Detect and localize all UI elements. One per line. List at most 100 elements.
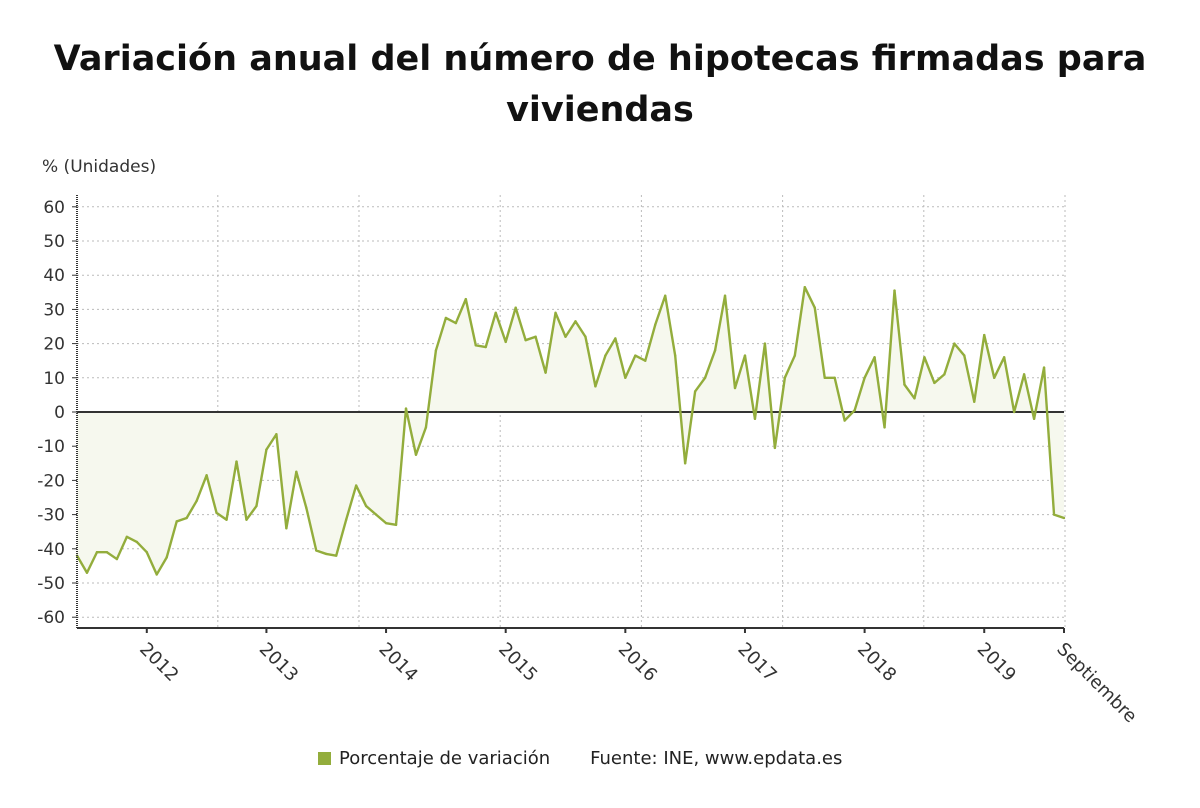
data-point: [953, 342, 956, 345]
legend-swatch: [318, 752, 331, 765]
data-point: [354, 484, 358, 487]
x-tick-label: 2016: [614, 639, 661, 686]
y-tick-label: 60: [43, 198, 65, 218]
y-tick-label: -60: [37, 608, 65, 628]
y-tick-label: -20: [37, 471, 65, 491]
data-point: [424, 426, 428, 429]
data-point: [654, 323, 657, 326]
data-point: [863, 376, 866, 379]
data-point: [325, 552, 328, 556]
x-tick-label: 2019: [973, 639, 1020, 686]
y-tick-label: 40: [43, 266, 65, 286]
data-point: [414, 453, 418, 456]
data-point: [175, 520, 178, 523]
data-point: [843, 419, 846, 422]
data-point: [793, 354, 797, 357]
data-point: [803, 285, 806, 289]
data-point: [604, 354, 607, 357]
data-point: [893, 289, 896, 292]
data-point: [943, 373, 946, 376]
data-point: [285, 527, 288, 530]
y-tick-label: 10: [43, 369, 65, 389]
data-point: [494, 311, 497, 315]
data-point: [364, 504, 368, 508]
data-point: [584, 335, 587, 338]
data-point: [594, 385, 597, 388]
data-point: [434, 349, 438, 352]
data-point: [823, 376, 826, 379]
data-point: [753, 417, 757, 421]
data-point: [1012, 410, 1016, 414]
data-point: [644, 359, 647, 362]
x-tick-label: 2015: [494, 639, 541, 686]
data-point: [205, 474, 208, 477]
data-point: [673, 354, 677, 357]
data-point: [255, 504, 258, 508]
data-point: [993, 376, 996, 379]
data-point: [664, 294, 667, 297]
data-point: [534, 335, 537, 338]
data-point: [165, 556, 168, 559]
data-point: [554, 311, 557, 315]
data-point: [524, 338, 527, 342]
data-point: [135, 540, 139, 544]
chart-title: Variación anual del número de hipotecas …: [53, 39, 1147, 130]
data-point: [95, 551, 99, 554]
x-tick-label: 2018: [853, 639, 900, 686]
legend-label: Porcentaje de variación: [339, 748, 551, 769]
data-point: [983, 333, 986, 337]
data-point: [394, 523, 398, 527]
y-tick-label: 50: [43, 232, 65, 252]
data-point: [245, 518, 248, 521]
data-point: [773, 446, 777, 450]
y-tick-label: -10: [37, 437, 65, 457]
data-point: [544, 371, 547, 374]
data-point: [474, 344, 477, 347]
data-point: [1052, 513, 1056, 516]
data-point: [275, 433, 278, 436]
data-point: [265, 448, 268, 451]
y-axis-label: % (Unidades): [42, 157, 157, 177]
data-point: [125, 535, 129, 539]
data-point: [105, 551, 109, 554]
data-point: [374, 513, 378, 516]
x-tick-label: 2014: [375, 639, 422, 686]
y-tick-label: -30: [37, 506, 65, 526]
data-point: [295, 470, 298, 474]
data-point: [723, 294, 727, 297]
data-point: [195, 499, 198, 503]
data-point: [384, 521, 388, 525]
series-area: [77, 287, 1064, 575]
data-point: [1032, 417, 1036, 421]
source-note: Fuente: INE, www.epdata.es: [590, 748, 843, 769]
x-tick-label: 2012: [135, 639, 182, 686]
data-point: [624, 376, 627, 379]
data-point: [703, 376, 707, 379]
data-point: [215, 511, 218, 515]
legend: Porcentaje de variación Fuente: INE, www…: [318, 748, 842, 769]
data-point: [454, 321, 458, 325]
data-point: [743, 354, 747, 357]
data-point: [1042, 366, 1046, 369]
data-point: [225, 518, 228, 521]
data-point: [574, 320, 577, 323]
data-point: [693, 390, 697, 393]
data-point: [185, 516, 188, 520]
data-point: [315, 549, 318, 552]
data-point: [873, 356, 876, 359]
data-point: [305, 506, 308, 509]
data-point: [235, 460, 238, 463]
data-point: [783, 376, 787, 379]
data-point: [564, 335, 567, 338]
y-tick-label: -50: [37, 574, 65, 594]
data-point: [833, 376, 836, 379]
data-point: [404, 407, 408, 410]
y-tick-label: -40: [37, 540, 65, 560]
data-point: [713, 349, 717, 352]
data-point: [444, 316, 448, 320]
data-point: [933, 381, 936, 385]
data-point: [514, 306, 517, 309]
data-point: [883, 426, 886, 429]
data-point: [504, 340, 507, 344]
